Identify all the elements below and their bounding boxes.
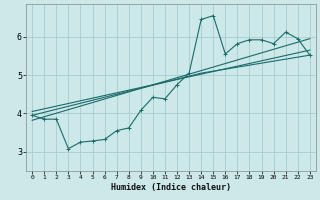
X-axis label: Humidex (Indice chaleur): Humidex (Indice chaleur) [111,183,231,192]
